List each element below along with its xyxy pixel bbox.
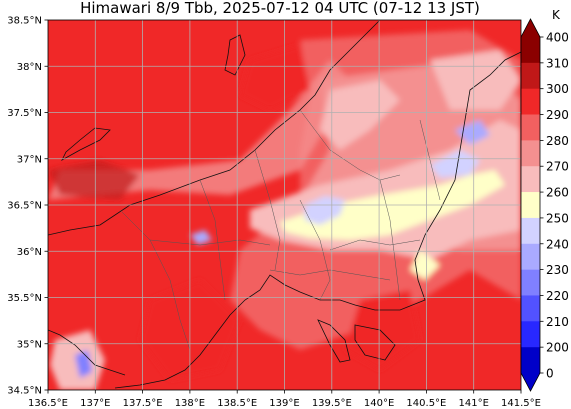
lon-tick-label: 137.5°E xyxy=(123,398,163,409)
colorbar-tick-label: 300 xyxy=(546,82,569,96)
colorbar-segment xyxy=(521,347,540,374)
map-axes: 136.5°E 137°E 137.5°E 138°E 138.5°E 139°E 139.… xyxy=(7,16,541,409)
lon-tick-label: 139°E xyxy=(269,398,299,409)
lon-tick-label: 136.5°E xyxy=(28,398,68,409)
colorbar: 400 310 300 290 280 270 260 250 240 230 220 210 200 0 xyxy=(520,18,569,392)
lon-tick-label: 140°E xyxy=(364,398,394,409)
colorbar-segment xyxy=(521,243,540,270)
tbb-map xyxy=(48,20,521,390)
colorbar-segment xyxy=(521,88,540,115)
lon-tick-label: 141.5°E xyxy=(501,398,541,409)
colorbar-tick-label: 250 xyxy=(546,211,569,225)
colorbar-tick-label: 200 xyxy=(546,341,569,355)
colorbar-extend-top xyxy=(521,19,540,37)
colorbar-tick-label: 240 xyxy=(546,237,569,251)
lat-tick-label: 34.5°N xyxy=(7,386,42,397)
colorbar-tick-label: 260 xyxy=(546,186,569,200)
page-title: Himawari 8/9 Tbb, 2025-07-12 04 UTC (07-… xyxy=(80,0,480,17)
lat-tick-label: 35.5°N xyxy=(7,293,42,304)
colorbar-segment xyxy=(521,166,540,193)
colorbar-segment xyxy=(521,295,540,322)
lat-tick-label: 36°N xyxy=(17,247,42,258)
lat-tick-label: 38°N xyxy=(17,62,42,73)
lon-tick-label: 140.5°E xyxy=(406,398,446,409)
colorbar-tick-label: 210 xyxy=(546,315,569,329)
lat-tick-label: 37°N xyxy=(17,154,42,165)
lat-tick-label: 37.5°N xyxy=(7,108,42,119)
colorbar-tick-label: 270 xyxy=(546,160,569,174)
colorbar-tick-label: 280 xyxy=(546,134,569,148)
lat-tick-label: 36.5°N xyxy=(7,201,42,212)
colorbar-tick-label: 230 xyxy=(546,263,569,277)
prefecture-boundaries xyxy=(119,109,441,351)
colorbar-segment xyxy=(521,192,540,219)
colorbar-segment xyxy=(521,62,540,89)
colorbar-tick-label: 220 xyxy=(546,289,569,303)
colorbar-segment xyxy=(521,217,540,245)
lon-tick-label: 138°E xyxy=(175,398,205,409)
lat-tick-label: 38.5°N xyxy=(7,16,42,27)
colorbar-segment xyxy=(521,114,540,141)
colorbar-segment xyxy=(521,269,540,296)
gridlines xyxy=(48,20,521,390)
colorbar-unit-label: K xyxy=(552,8,560,22)
colorbar-segment xyxy=(521,37,540,64)
colorbar-segment xyxy=(521,321,540,348)
colorbar-tick-label: 310 xyxy=(546,56,569,70)
lon-tick-label: 139.5°E xyxy=(312,398,352,409)
lon-tick-label: 141°E xyxy=(458,398,488,409)
colorbar-tick-label: 290 xyxy=(546,108,569,122)
colorbar-tick-label: 400 xyxy=(546,31,569,45)
lat-tick-label: 35°N xyxy=(17,339,42,350)
colorbar-tick-label: 0 xyxy=(546,367,554,381)
colorbar-segment xyxy=(521,140,540,167)
colorbar-extend-bottom xyxy=(521,373,540,391)
lon-tick-label: 137°E xyxy=(80,398,110,409)
lon-tick-label: 138.5°E xyxy=(217,398,257,409)
